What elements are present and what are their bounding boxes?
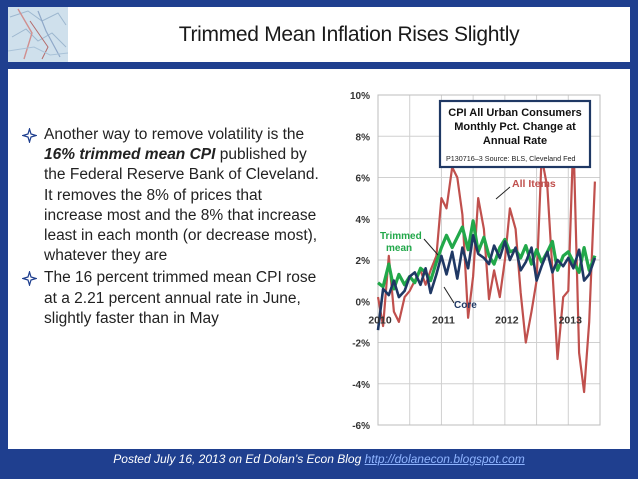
content-panel: Another way to remove volatility is the … (8, 69, 630, 449)
chart-source-note: P130716–3 Source: BLS, Cleveland Fed (446, 154, 575, 163)
y-tick-label: 4% (356, 215, 371, 226)
series-line-trimmed-mean (376, 219, 597, 291)
annotation-trimmed-line1: Trimmed (380, 231, 422, 242)
four-point-star-icon (22, 271, 37, 287)
chart-title-line: Monthly Pct. Change at (454, 121, 576, 133)
bullet-1-text-a: Another way to remove volatility is the (44, 126, 305, 143)
cpi-line-chart: 10% 8% 6% 4% 2% 0% -2% -4% -6% 2010 2011 2012 2013 CP… (328, 79, 610, 441)
annotation-all-items: All Items (512, 178, 556, 190)
y-tick-label: 8% (356, 132, 371, 143)
title-bar: Trimmed Mean Inflation Rises Slightly (8, 7, 630, 62)
y-tick-label: 10% (350, 91, 370, 102)
y-tick-label: -6% (352, 421, 370, 432)
footer-text: Posted July 16, 2013 on Ed Dolan’s Econ … (113, 452, 365, 466)
annotation-trimmed-line2: mean (386, 243, 412, 254)
x-tick-label: 2012 (495, 314, 519, 326)
bullet-item-1: Another way to remove volatility is the … (22, 125, 322, 266)
annotation-arrow-trimmed (423, 238, 439, 256)
annotation-arrow-core (443, 286, 455, 304)
x-tick-label: 2013 (559, 314, 583, 326)
annotation-arrow-all-items (495, 186, 511, 200)
y-tick-label: 6% (356, 174, 371, 185)
y-tick-label: -2% (352, 339, 370, 350)
footer: Posted July 16, 2013 on Ed Dolan’s Econ … (0, 452, 638, 470)
map-logo-icon (8, 7, 68, 62)
bullet-2-text: The 16 percent trimmed mean CPI rose at … (44, 269, 317, 327)
bullet-item-2: The 16 percent trimmed mean CPI rose at … (22, 268, 322, 329)
series-line-core (376, 234, 597, 331)
four-point-star-icon (22, 128, 37, 143)
bullet-1-emphasis: 16% trimmed mean CPI (44, 146, 216, 164)
y-tick-label: 2% (356, 256, 371, 267)
bullet-1-text-b: published by the Federal Reserve Bank of… (44, 146, 319, 265)
chart-title-line: CPI All Urban Consumers (448, 107, 581, 119)
chart-title-line: Annual Rate (483, 135, 547, 147)
footer-link[interactable]: http://dolanecon.blogspot.com (364, 452, 525, 466)
plot-border (377, 94, 601, 426)
y-tick-label: 0% (356, 297, 371, 308)
x-tick-label: 2011 (432, 314, 455, 326)
annotation-core: Core (454, 300, 477, 311)
y-tick-label: -4% (352, 380, 370, 391)
slide-title: Trimmed Mean Inflation Rises Slightly (178, 22, 520, 46)
chart-title-box (438, 99, 592, 169)
bullet-list: Another way to remove volatility is the … (22, 125, 322, 331)
x-tick-label: 2010 (368, 314, 392, 326)
